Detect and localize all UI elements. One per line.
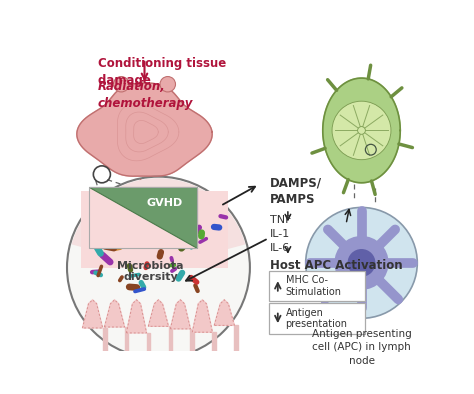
Polygon shape bbox=[104, 300, 125, 327]
Polygon shape bbox=[127, 300, 146, 333]
Polygon shape bbox=[148, 300, 169, 326]
Polygon shape bbox=[89, 187, 197, 248]
Polygon shape bbox=[192, 300, 212, 332]
Polygon shape bbox=[89, 355, 228, 362]
Text: Radiation,
chemotherapy: Radiation, chemotherapy bbox=[98, 80, 193, 110]
Text: GVHD: GVHD bbox=[147, 198, 183, 208]
Circle shape bbox=[306, 207, 417, 318]
Circle shape bbox=[332, 101, 391, 160]
Circle shape bbox=[67, 177, 250, 359]
Circle shape bbox=[334, 236, 389, 290]
Text: Microbiota
diversity: Microbiota diversity bbox=[118, 260, 184, 282]
Text: DAMPS/
PAMPS: DAMPS/ PAMPS bbox=[270, 177, 322, 206]
FancyBboxPatch shape bbox=[81, 191, 228, 268]
Polygon shape bbox=[235, 325, 238, 355]
Text: TNF
IL-1
IL-6: TNF IL-1 IL-6 bbox=[270, 215, 292, 253]
Text: MHC Co-
Stimulation: MHC Co- Stimulation bbox=[285, 275, 342, 297]
Polygon shape bbox=[82, 300, 103, 328]
Polygon shape bbox=[169, 326, 173, 355]
Polygon shape bbox=[125, 327, 128, 355]
Text: Antigen presenting
cell (APC) in lymph
node: Antigen presenting cell (APC) in lymph n… bbox=[311, 329, 411, 366]
Circle shape bbox=[113, 76, 129, 92]
Polygon shape bbox=[323, 78, 400, 183]
Circle shape bbox=[357, 126, 365, 134]
Wedge shape bbox=[72, 178, 245, 268]
Text: Conditioning tissue
damage: Conditioning tissue damage bbox=[98, 56, 226, 87]
Text: Antigen
presentation: Antigen presentation bbox=[285, 308, 347, 329]
Polygon shape bbox=[89, 187, 197, 248]
FancyBboxPatch shape bbox=[268, 271, 365, 301]
Circle shape bbox=[160, 76, 175, 92]
Circle shape bbox=[347, 249, 375, 277]
Polygon shape bbox=[103, 328, 107, 355]
Text: Host APC Activation: Host APC Activation bbox=[270, 259, 403, 272]
Polygon shape bbox=[170, 300, 191, 329]
Polygon shape bbox=[214, 300, 235, 325]
Polygon shape bbox=[77, 83, 212, 176]
Polygon shape bbox=[137, 180, 154, 223]
FancyBboxPatch shape bbox=[268, 303, 365, 334]
Polygon shape bbox=[212, 332, 216, 355]
Polygon shape bbox=[191, 329, 194, 355]
Polygon shape bbox=[146, 333, 150, 355]
